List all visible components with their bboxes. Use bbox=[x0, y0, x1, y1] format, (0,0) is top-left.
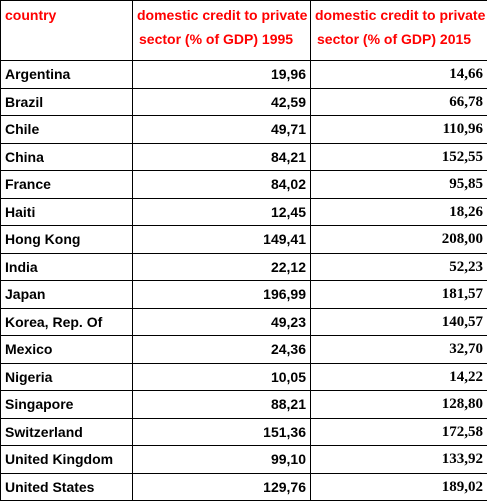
value-2015-cell: 110,96 bbox=[311, 116, 487, 144]
value-2015-cell: 140,57 bbox=[311, 308, 487, 336]
value-2015-cell: 14,66 bbox=[311, 61, 487, 89]
header-1995: domestic credit to private sector (% of … bbox=[133, 1, 311, 61]
country-cell: Singapore bbox=[1, 391, 133, 419]
value-2015-cell: 172,58 bbox=[311, 418, 487, 446]
country-cell: China bbox=[1, 143, 133, 171]
table-row: Argentina 19,96 14,66 bbox=[1, 61, 487, 89]
country-cell: Japan bbox=[1, 281, 133, 309]
table-row: Chile 49,71 110,96 bbox=[1, 116, 487, 144]
country-cell: India bbox=[1, 253, 133, 281]
value-1995-cell: 196,99 bbox=[133, 281, 311, 309]
table-row: Switzerland 151,36 172,58 bbox=[1, 418, 487, 446]
value-1995-cell: 149,41 bbox=[133, 226, 311, 254]
value-1995-cell: 12,45 bbox=[133, 198, 311, 226]
header-2015: domestic credit to private sector (% of … bbox=[311, 1, 487, 61]
value-1995-cell: 10,05 bbox=[133, 363, 311, 391]
country-cell: Chile bbox=[1, 116, 133, 144]
table-row: China 84,21 152,55 bbox=[1, 143, 487, 171]
value-2015-cell: 14,22 bbox=[311, 363, 487, 391]
value-2015-cell: 66,78 bbox=[311, 88, 487, 116]
country-cell: Argentina bbox=[1, 61, 133, 89]
value-1995-cell: 84,21 bbox=[133, 143, 311, 171]
header-1995-line2: sector (% of GDP) 1995 bbox=[137, 27, 306, 51]
country-cell: United States bbox=[1, 473, 133, 501]
country-cell: Haiti bbox=[1, 198, 133, 226]
header-country: country bbox=[1, 1, 133, 61]
header-row: country domestic credit to private secto… bbox=[1, 1, 487, 61]
value-1995-cell: 19,96 bbox=[133, 61, 311, 89]
table-row: Japan 196,99 181,57 bbox=[1, 281, 487, 309]
value-2015-cell: 152,55 bbox=[311, 143, 487, 171]
value-1995-cell: 151,36 bbox=[133, 418, 311, 446]
value-2015-cell: 181,57 bbox=[311, 281, 487, 309]
country-cell: Switzerland bbox=[1, 418, 133, 446]
table-row: United States 129,76 189,02 bbox=[1, 473, 487, 501]
table-row: Brazil 42,59 66,78 bbox=[1, 88, 487, 116]
value-2015-cell: 133,92 bbox=[311, 446, 487, 474]
value-1995-cell: 49,71 bbox=[133, 116, 311, 144]
table-row: India 22,12 52,23 bbox=[1, 253, 487, 281]
table-row: Nigeria 10,05 14,22 bbox=[1, 363, 487, 391]
value-2015-cell: 208,00 bbox=[311, 226, 487, 254]
value-2015-cell: 128,80 bbox=[311, 391, 487, 419]
table-row: Singapore 88,21 128,80 bbox=[1, 391, 487, 419]
header-2015-line1: domestic credit to private bbox=[315, 7, 485, 23]
country-cell: France bbox=[1, 171, 133, 199]
country-cell: Hong Kong bbox=[1, 226, 133, 254]
value-1995-cell: 99,10 bbox=[133, 446, 311, 474]
country-cell: Brazil bbox=[1, 88, 133, 116]
table-row: Hong Kong 149,41 208,00 bbox=[1, 226, 487, 254]
country-cell: Nigeria bbox=[1, 363, 133, 391]
value-2015-cell: 95,85 bbox=[311, 171, 487, 199]
header-1995-line1: domestic credit to private bbox=[137, 7, 307, 23]
country-cell: Mexico bbox=[1, 336, 133, 364]
value-1995-cell: 42,59 bbox=[133, 88, 311, 116]
value-2015-cell: 32,70 bbox=[311, 336, 487, 364]
country-cell: Korea, Rep. Of bbox=[1, 308, 133, 336]
table-row: Korea, Rep. Of 49,23 140,57 bbox=[1, 308, 487, 336]
table-row: France 84,02 95,85 bbox=[1, 171, 487, 199]
value-2015-cell: 189,02 bbox=[311, 473, 487, 501]
value-2015-cell: 18,26 bbox=[311, 198, 487, 226]
header-2015-line2: sector (% of GDP) 2015 bbox=[315, 27, 483, 51]
table-row: United Kingdom 99,10 133,92 bbox=[1, 446, 487, 474]
value-1995-cell: 24,36 bbox=[133, 336, 311, 364]
value-2015-cell: 52,23 bbox=[311, 253, 487, 281]
value-1995-cell: 84,02 bbox=[133, 171, 311, 199]
value-1995-cell: 49,23 bbox=[133, 308, 311, 336]
table-row: Haiti 12,45 18,26 bbox=[1, 198, 487, 226]
country-cell: United Kingdom bbox=[1, 446, 133, 474]
value-1995-cell: 129,76 bbox=[133, 473, 311, 501]
table-row: Mexico 24,36 32,70 bbox=[1, 336, 487, 364]
value-1995-cell: 88,21 bbox=[133, 391, 311, 419]
value-1995-cell: 22,12 bbox=[133, 253, 311, 281]
header-country-label: country bbox=[5, 7, 56, 23]
